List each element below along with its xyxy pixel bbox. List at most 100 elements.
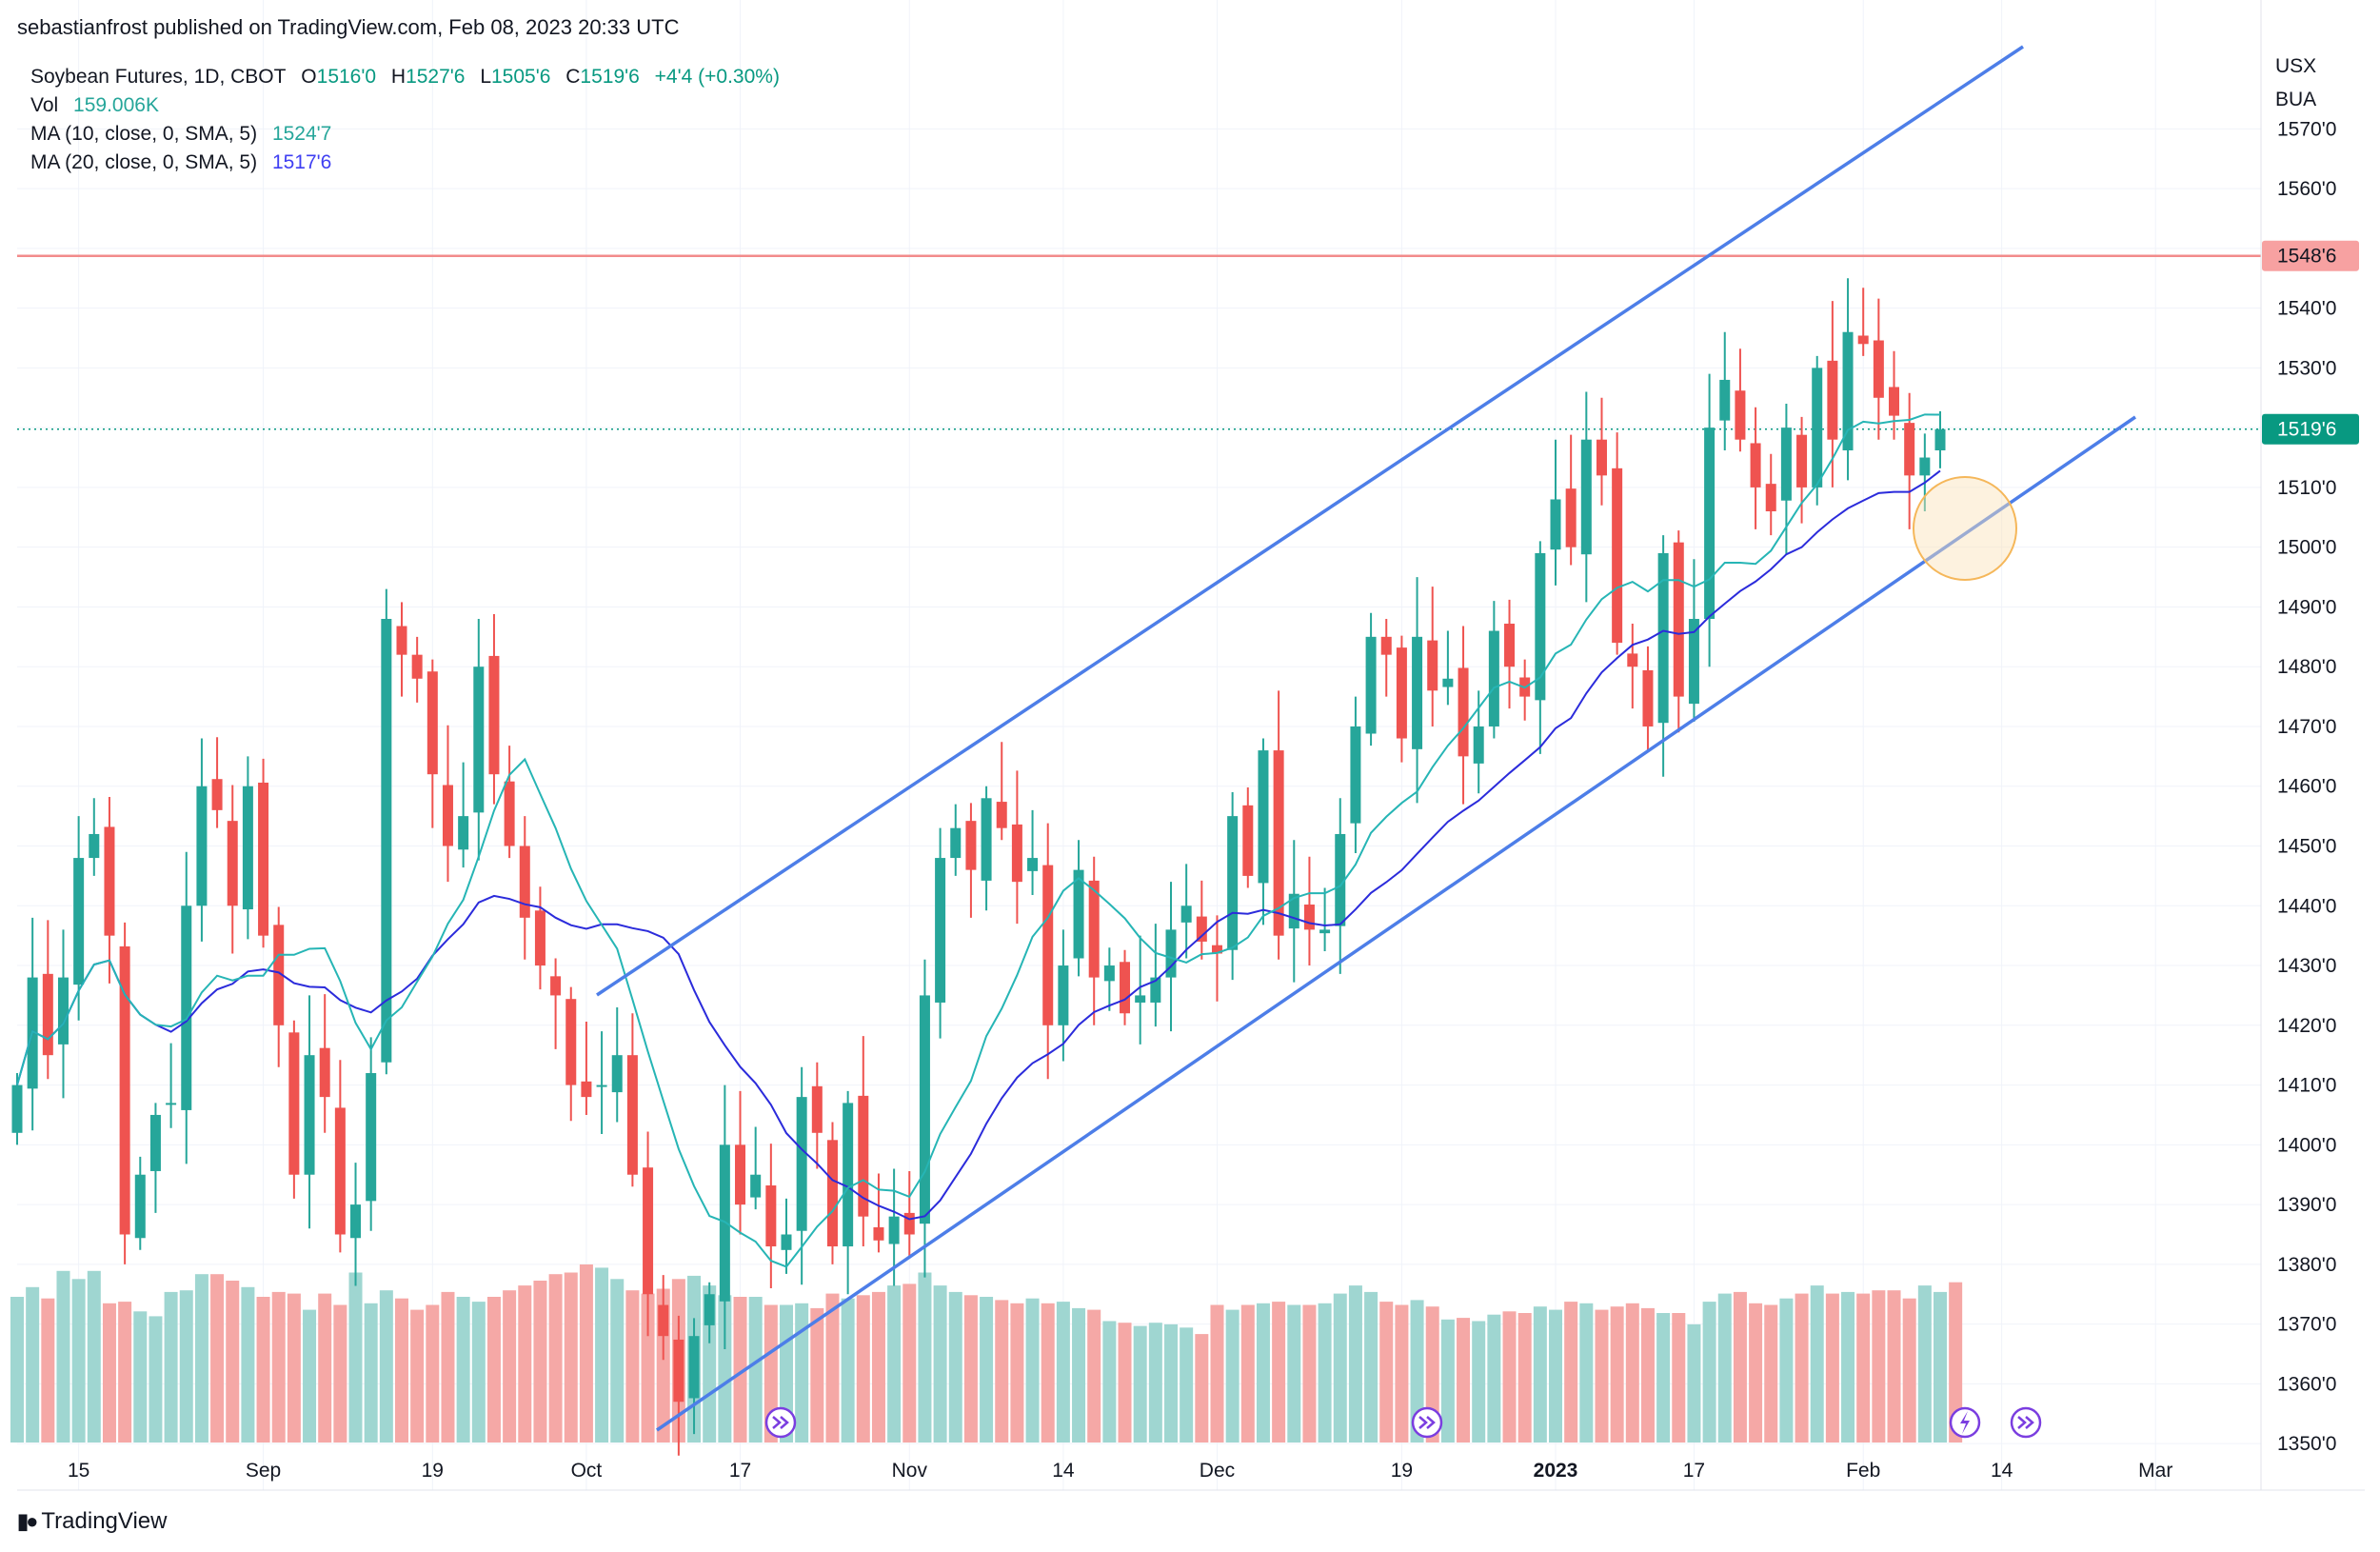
candle-body [1196, 916, 1207, 942]
tradingview-logo-icon: ▮● [17, 1509, 38, 1533]
candles [11, 278, 1946, 1456]
volume-bar [980, 1297, 994, 1443]
price-axis[interactable]: 1350'0 1360'0 1370'0 1380'0 1390'0 1400'0 1410… [2277, 118, 2336, 1455]
price-tick-label: 1440'0 [2277, 895, 2336, 917]
chart-legend: Soybean Futures, 1D, CBOT O1516'0 H1527'… [30, 63, 780, 177]
currency-label[interactable]: USX [2275, 55, 2317, 77]
candle-body [11, 1084, 23, 1133]
candle-body [1889, 387, 1900, 416]
volume-bar [825, 1293, 840, 1443]
candle-body [42, 973, 53, 1056]
channel-upper-line[interactable] [596, 45, 2024, 997]
candle-body [1596, 439, 1607, 476]
dividend-marker-icon[interactable] [764, 1406, 797, 1439]
candle-body [1704, 428, 1716, 619]
candle-body [1442, 678, 1454, 687]
ma20-line [16, 469, 1941, 1221]
volume-bar [1687, 1323, 1701, 1443]
candle-body [735, 1144, 746, 1205]
candle-body [227, 821, 238, 906]
volume-bar [1010, 1303, 1024, 1443]
candle-body [381, 619, 392, 1063]
candle-body [950, 827, 962, 859]
candle-body [258, 782, 269, 936]
volume-bar [1533, 1306, 1547, 1443]
volume-bar [1825, 1293, 1839, 1443]
volume-bar [902, 1283, 917, 1443]
candle-body [442, 785, 453, 846]
volume-bar [963, 1295, 978, 1443]
candle-body [643, 1167, 654, 1295]
event-markers[interactable] [764, 1406, 2042, 1439]
volume-bar [1333, 1293, 1347, 1443]
volume-bar [1656, 1313, 1671, 1443]
volume-bar [1102, 1321, 1117, 1443]
candle-body [458, 816, 469, 850]
candle-body [1857, 335, 1869, 345]
volume-bar [1810, 1285, 1824, 1443]
candle-body [166, 1103, 177, 1105]
tradingview-logo[interactable]: ▮● TradingView [17, 1508, 167, 1535]
candle-body [765, 1185, 777, 1247]
volume-bar [933, 1285, 947, 1443]
volume-bar [887, 1285, 902, 1443]
volume-bar [764, 1304, 778, 1443]
volume-bar [41, 1298, 55, 1443]
volume-bar [456, 1297, 470, 1443]
time-tick-label: 17 [1683, 1460, 1705, 1482]
price-badge-label: 1519'6 [2277, 419, 2336, 441]
volume-bar [1502, 1311, 1517, 1443]
dividend-marker-icon[interactable] [1411, 1406, 1443, 1439]
volume-bar [533, 1281, 547, 1443]
candle-body [965, 821, 977, 870]
price-tick-label: 1390'0 [2277, 1194, 2336, 1216]
candle-body [1473, 726, 1484, 764]
ma20-label[interactable]: MA (20, close, 0, SMA, 5) [30, 151, 258, 173]
candle-body [903, 1212, 915, 1235]
volume-bar [1272, 1302, 1286, 1443]
vol-label[interactable]: Vol [30, 94, 59, 116]
volume-bar [841, 1298, 855, 1443]
candle-body [304, 1055, 315, 1175]
ma10-label[interactable]: MA (10, close, 0, SMA, 5) [30, 123, 258, 145]
volume-bar [318, 1293, 332, 1443]
volume-bar [271, 1291, 286, 1443]
time-tick-label: Dec [1200, 1460, 1235, 1482]
legend-ma10-row: MA (10, close, 0, SMA, 5) 1524'7 [30, 120, 780, 149]
volume-bar [1856, 1293, 1871, 1443]
volume-bar [1118, 1323, 1132, 1443]
price-badge-label: 1548'6 [2277, 246, 2336, 268]
volume-bar [333, 1304, 347, 1443]
time-axis[interactable]: 15 Sep 19 Oct 17 Nov 14 Dec 19 2023 17 Feb 14 Mar [68, 1460, 2172, 1482]
lightning-marker-icon[interactable] [1949, 1406, 1981, 1439]
candle-body [57, 977, 69, 1045]
time-tick-label: 14 [1052, 1460, 1075, 1482]
candle-body [89, 833, 100, 859]
symbol-title[interactable]: Soybean Futures, 1D, CBOT [30, 66, 287, 88]
volume-bar [287, 1293, 301, 1443]
change-value: +4'4 (+0.30%) [654, 66, 780, 88]
ma10-value: 1524'7 [271, 123, 332, 145]
price-tick-label: 1410'0 [2277, 1075, 2336, 1097]
candle-body [1380, 636, 1392, 655]
channel-lower-line[interactable] [656, 415, 2136, 1432]
candle-body [1288, 893, 1299, 929]
price-tick-label: 1380'0 [2277, 1254, 2336, 1276]
volume-bar [1672, 1313, 1686, 1443]
chart-grid [17, 0, 2261, 1490]
dividend-marker-icon[interactable] [2010, 1406, 2042, 1439]
volume-bar [1164, 1323, 1178, 1443]
volume-bar [1949, 1282, 1963, 1443]
volume-bar [718, 1295, 732, 1443]
candle-body [1335, 833, 1346, 926]
candle-body [1273, 750, 1284, 936]
volume-bar [1702, 1302, 1716, 1443]
highlight-circle[interactable] [1913, 476, 2017, 581]
volume-bar [118, 1302, 132, 1443]
volume-bar [1610, 1306, 1624, 1443]
candle-body [1642, 669, 1654, 726]
volume-bar [518, 1285, 532, 1443]
unit-label[interactable]: BUA [2275, 89, 2317, 110]
time-tick-label: 14 [1991, 1460, 2013, 1482]
